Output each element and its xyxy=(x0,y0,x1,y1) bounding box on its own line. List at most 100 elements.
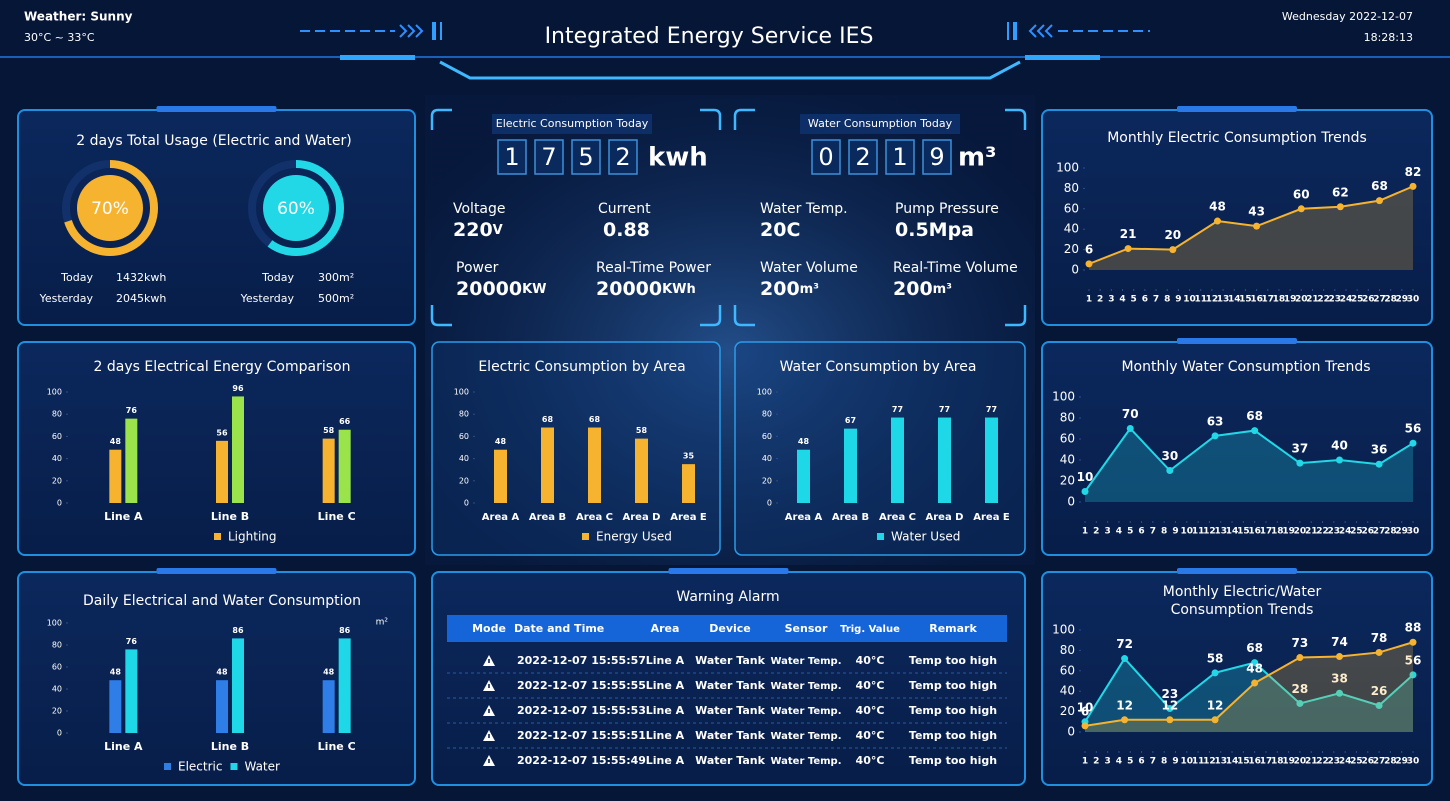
metric-value: 20000KWh xyxy=(596,278,696,300)
x-tick-label: 4 xyxy=(1116,527,1122,537)
line-point xyxy=(1409,182,1417,190)
y-tick-label: 60 xyxy=(52,432,62,441)
digit-box xyxy=(571,139,601,175)
bar-value-label: 77 xyxy=(939,405,950,414)
x-tick-label: Area D xyxy=(623,512,661,523)
point-label: 30 xyxy=(1161,449,1178,463)
point-label: 38 xyxy=(1331,672,1348,686)
usage-value: 1432kwh xyxy=(116,271,166,284)
line-point xyxy=(1375,460,1383,468)
panel-tab xyxy=(1177,568,1297,574)
x-tick-label: 10 xyxy=(1183,295,1196,305)
chart-title: Consumption Trends xyxy=(1171,602,1314,618)
bar xyxy=(338,638,351,733)
digit-box xyxy=(608,139,638,175)
line-point xyxy=(1253,222,1261,230)
metric-value: 220V xyxy=(453,219,503,241)
x-tick-label: 28 xyxy=(1384,757,1397,767)
x-tick-label: 1 xyxy=(1082,757,1088,767)
panel-tab xyxy=(156,106,277,112)
bar-value-label: 68 xyxy=(542,415,554,424)
point-label: 60 xyxy=(1293,187,1310,201)
y-tick-label: 20 xyxy=(1060,474,1075,488)
alarm-icon-mark xyxy=(488,659,490,663)
y-tick-label: 100 xyxy=(1052,390,1075,404)
x-tick-label: 2 xyxy=(1093,527,1099,537)
digit: 1 xyxy=(892,143,907,171)
bar-value-label: 77 xyxy=(892,405,903,414)
line-point xyxy=(1297,205,1305,213)
y-tick-label: 80 xyxy=(1064,181,1079,195)
digit: 7 xyxy=(541,143,556,171)
point-label: 20 xyxy=(1164,228,1181,242)
bar-value-label: 48 xyxy=(110,668,122,677)
line-point xyxy=(1335,653,1343,661)
x-tick-label: 19 xyxy=(1282,757,1295,767)
x-tick-label: Area D xyxy=(926,512,964,523)
x-tick-label: 6 xyxy=(1142,295,1148,305)
line-point xyxy=(1169,246,1177,254)
time: 18:28:13 xyxy=(1364,31,1413,44)
y-tick-label: 40 xyxy=(1060,684,1075,698)
bar-value-label: 48 xyxy=(110,437,122,446)
chart-title: Monthly Electric/Water xyxy=(1163,584,1322,600)
metric-number: 20C xyxy=(760,219,800,241)
line-point xyxy=(1211,432,1219,440)
line-point xyxy=(1335,456,1343,464)
x-tick-label: Line C xyxy=(318,510,356,523)
bar-value-label: 58 xyxy=(323,426,335,435)
x-tick-label: 4 xyxy=(1119,295,1125,305)
line-point xyxy=(1375,701,1383,709)
bar-value-label: 86 xyxy=(339,626,351,635)
line-point xyxy=(1409,671,1417,679)
digit-box xyxy=(922,139,952,175)
table-cell: Water Tank xyxy=(695,679,765,692)
y-tick-label: 0 xyxy=(57,499,62,508)
bar-value-label: 86 xyxy=(232,626,244,635)
bar-value-label: 67 xyxy=(845,416,856,425)
line-area xyxy=(1085,428,1413,502)
metric-number: 0.5Mpa xyxy=(895,219,974,241)
table-cell: Water Tank xyxy=(695,754,765,767)
digit: 2 xyxy=(855,143,870,171)
x-tick-label: 22 xyxy=(1316,757,1329,767)
x-tick-label: 16 xyxy=(1250,295,1263,305)
line-point xyxy=(1375,648,1383,656)
x-tick-label: 1 xyxy=(1082,527,1088,537)
usage-value: 300m² xyxy=(318,271,354,284)
x-tick-label: 13 xyxy=(1214,757,1227,767)
x-tick-label: 9 xyxy=(1172,757,1178,767)
metric-number: 200 xyxy=(893,278,933,300)
legend-swatch xyxy=(164,763,171,770)
digit: 9 xyxy=(929,143,944,171)
x-tick-label: 24 xyxy=(1340,295,1353,305)
usage-period: Today xyxy=(60,271,93,284)
x-tick-label: 3 xyxy=(1104,527,1110,537)
bar xyxy=(232,638,244,733)
table-cell: Line A xyxy=(646,754,685,767)
counter-title-bg xyxy=(492,114,652,134)
legend-label: Lighting xyxy=(228,530,277,544)
x-tick-label: 11 xyxy=(1192,757,1205,767)
gauge-core xyxy=(77,175,143,241)
y-tick-label: 0 xyxy=(464,499,469,508)
line-point xyxy=(1211,716,1219,724)
header-decoration xyxy=(0,22,1450,80)
x-tick-label: 15 xyxy=(1237,757,1250,767)
panel-title: 2 days Total Usage (Electric and Water) xyxy=(76,133,352,149)
metric-value: 0.5Mpa xyxy=(895,219,974,241)
line-point xyxy=(1409,638,1417,646)
table-cell: Water Tank xyxy=(695,704,765,717)
metric-value: 20C xyxy=(760,219,800,241)
y-tick-label: 60 xyxy=(52,663,62,672)
line-point xyxy=(1124,245,1132,253)
bar-value-label: 35 xyxy=(683,452,695,461)
point-label: 12 xyxy=(1207,698,1224,712)
table-title: Warning Alarm xyxy=(676,589,779,605)
corner-brackets xyxy=(733,108,1027,327)
bar-value-label: 48 xyxy=(323,668,335,677)
x-tick-label: 6 xyxy=(1138,757,1144,767)
x-tick-label: 21 xyxy=(1305,527,1318,537)
point-label: 21 xyxy=(1120,227,1137,241)
x-tick-label: 13 xyxy=(1217,295,1230,305)
